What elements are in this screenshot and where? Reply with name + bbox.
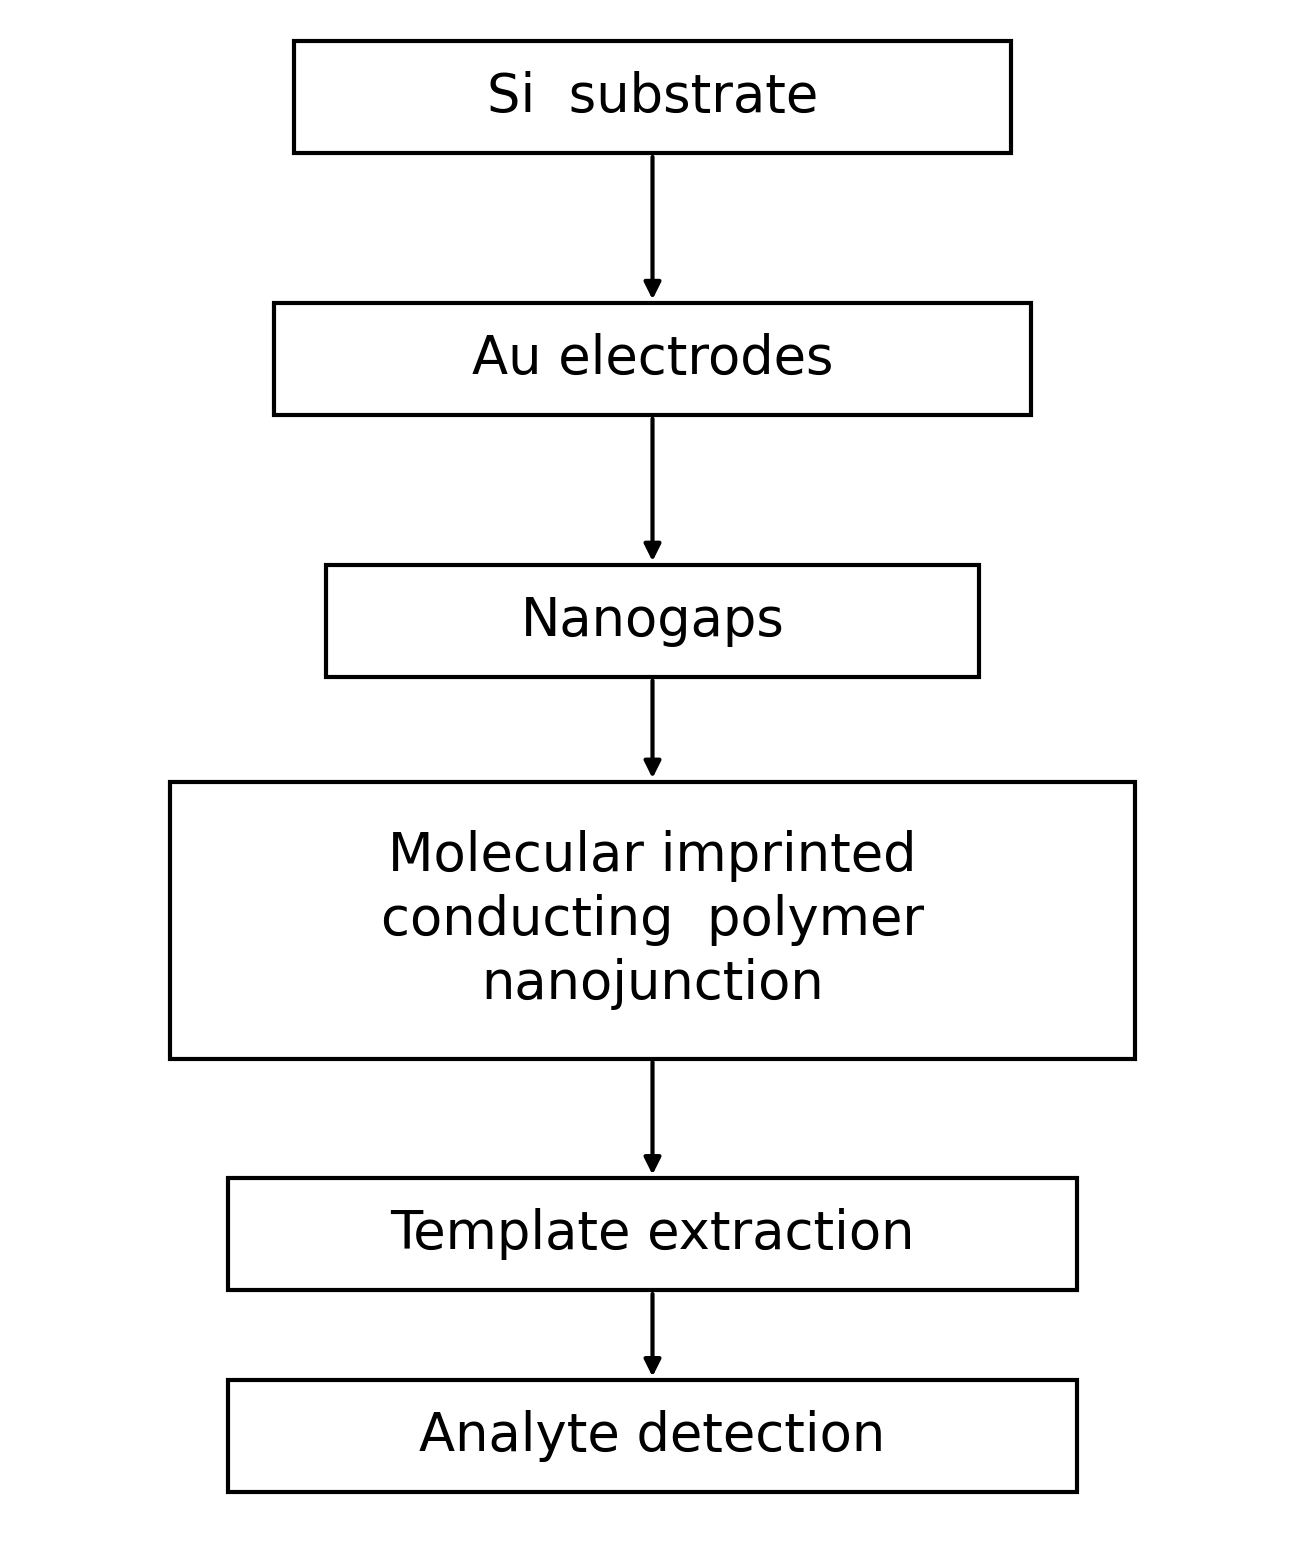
FancyBboxPatch shape [170,781,1135,1059]
FancyBboxPatch shape [294,42,1011,154]
Text: Au electrodes: Au electrodes [471,333,834,385]
Text: Nanogaps: Nanogaps [521,595,784,647]
Text: Analyte detection: Analyte detection [419,1410,886,1462]
FancyBboxPatch shape [326,566,979,676]
Text: Molecular imprinted
conducting  polymer
nanojunction: Molecular imprinted conducting polymer n… [381,829,924,1011]
Text: Template extraction: Template extraction [390,1208,915,1261]
FancyBboxPatch shape [228,1381,1077,1492]
Text: Si  substrate: Si substrate [487,71,818,123]
FancyBboxPatch shape [228,1179,1077,1290]
FancyBboxPatch shape [274,304,1031,415]
